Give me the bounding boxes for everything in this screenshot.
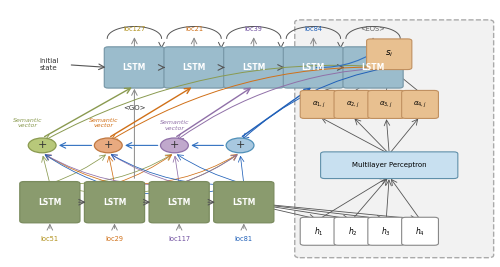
Text: +: + [170,140,179,150]
Text: LSTM: LSTM [168,198,191,207]
Text: +: + [236,140,244,150]
Text: loc81: loc81 [235,236,253,242]
Text: $h_3$: $h_3$ [382,225,391,238]
FancyBboxPatch shape [104,47,164,88]
Text: <GO>: <GO> [123,105,146,111]
FancyBboxPatch shape [164,47,224,88]
Text: LSTM: LSTM [302,63,325,72]
Text: loc21: loc21 [185,26,203,32]
Text: Semantic
vector: Semantic vector [160,120,189,131]
FancyBboxPatch shape [402,91,438,119]
Text: loc51: loc51 [41,236,59,242]
Text: LSTM: LSTM [103,198,126,207]
Text: Multilayer Perceptron: Multilayer Perceptron [352,162,426,168]
Text: LSTM: LSTM [232,198,256,207]
Circle shape [94,138,122,153]
FancyBboxPatch shape [20,182,80,223]
FancyBboxPatch shape [284,47,344,88]
FancyBboxPatch shape [214,182,274,223]
FancyBboxPatch shape [368,217,405,245]
FancyBboxPatch shape [224,47,284,88]
Text: $h_4$: $h_4$ [415,225,425,238]
Text: LSTM: LSTM [38,198,62,207]
FancyBboxPatch shape [366,39,412,70]
Text: $h_2$: $h_2$ [348,225,358,238]
Text: Initial
state: Initial state [39,58,58,71]
Text: $\alpha_{4,j}$: $\alpha_{4,j}$ [414,99,427,110]
Text: loc29: loc29 [106,236,124,242]
FancyBboxPatch shape [368,91,405,119]
Text: $\alpha_{1,j}$: $\alpha_{1,j}$ [312,99,326,110]
FancyBboxPatch shape [334,91,371,119]
Text: loc39: loc39 [245,26,262,32]
Text: LSTM: LSTM [122,63,146,72]
FancyBboxPatch shape [149,182,209,223]
Circle shape [28,138,56,153]
Text: LSTM: LSTM [362,63,385,72]
FancyBboxPatch shape [402,217,438,245]
Circle shape [226,138,254,153]
Text: loc84: loc84 [304,26,322,32]
FancyBboxPatch shape [84,182,144,223]
Text: <EOS>: <EOS> [360,26,386,32]
Text: loc127: loc127 [124,26,146,32]
FancyBboxPatch shape [300,217,337,245]
Circle shape [160,138,188,153]
Text: $h_1$: $h_1$ [314,225,324,238]
Text: +: + [38,140,47,150]
Text: $\alpha_{3,j}$: $\alpha_{3,j}$ [380,99,393,110]
Text: loc117: loc117 [168,236,190,242]
FancyBboxPatch shape [320,152,458,179]
FancyBboxPatch shape [334,217,371,245]
Text: +: + [104,140,113,150]
FancyBboxPatch shape [295,20,494,258]
FancyBboxPatch shape [300,91,337,119]
Text: $\alpha_{2,j}$: $\alpha_{2,j}$ [346,99,359,110]
Text: LSTM: LSTM [182,63,206,72]
Text: $s_i$: $s_i$ [385,49,394,60]
Text: Semantic
vector: Semantic vector [12,117,42,128]
Text: Semantic
vector: Semantic vector [88,117,118,128]
FancyBboxPatch shape [343,47,403,88]
Text: LSTM: LSTM [242,63,266,72]
